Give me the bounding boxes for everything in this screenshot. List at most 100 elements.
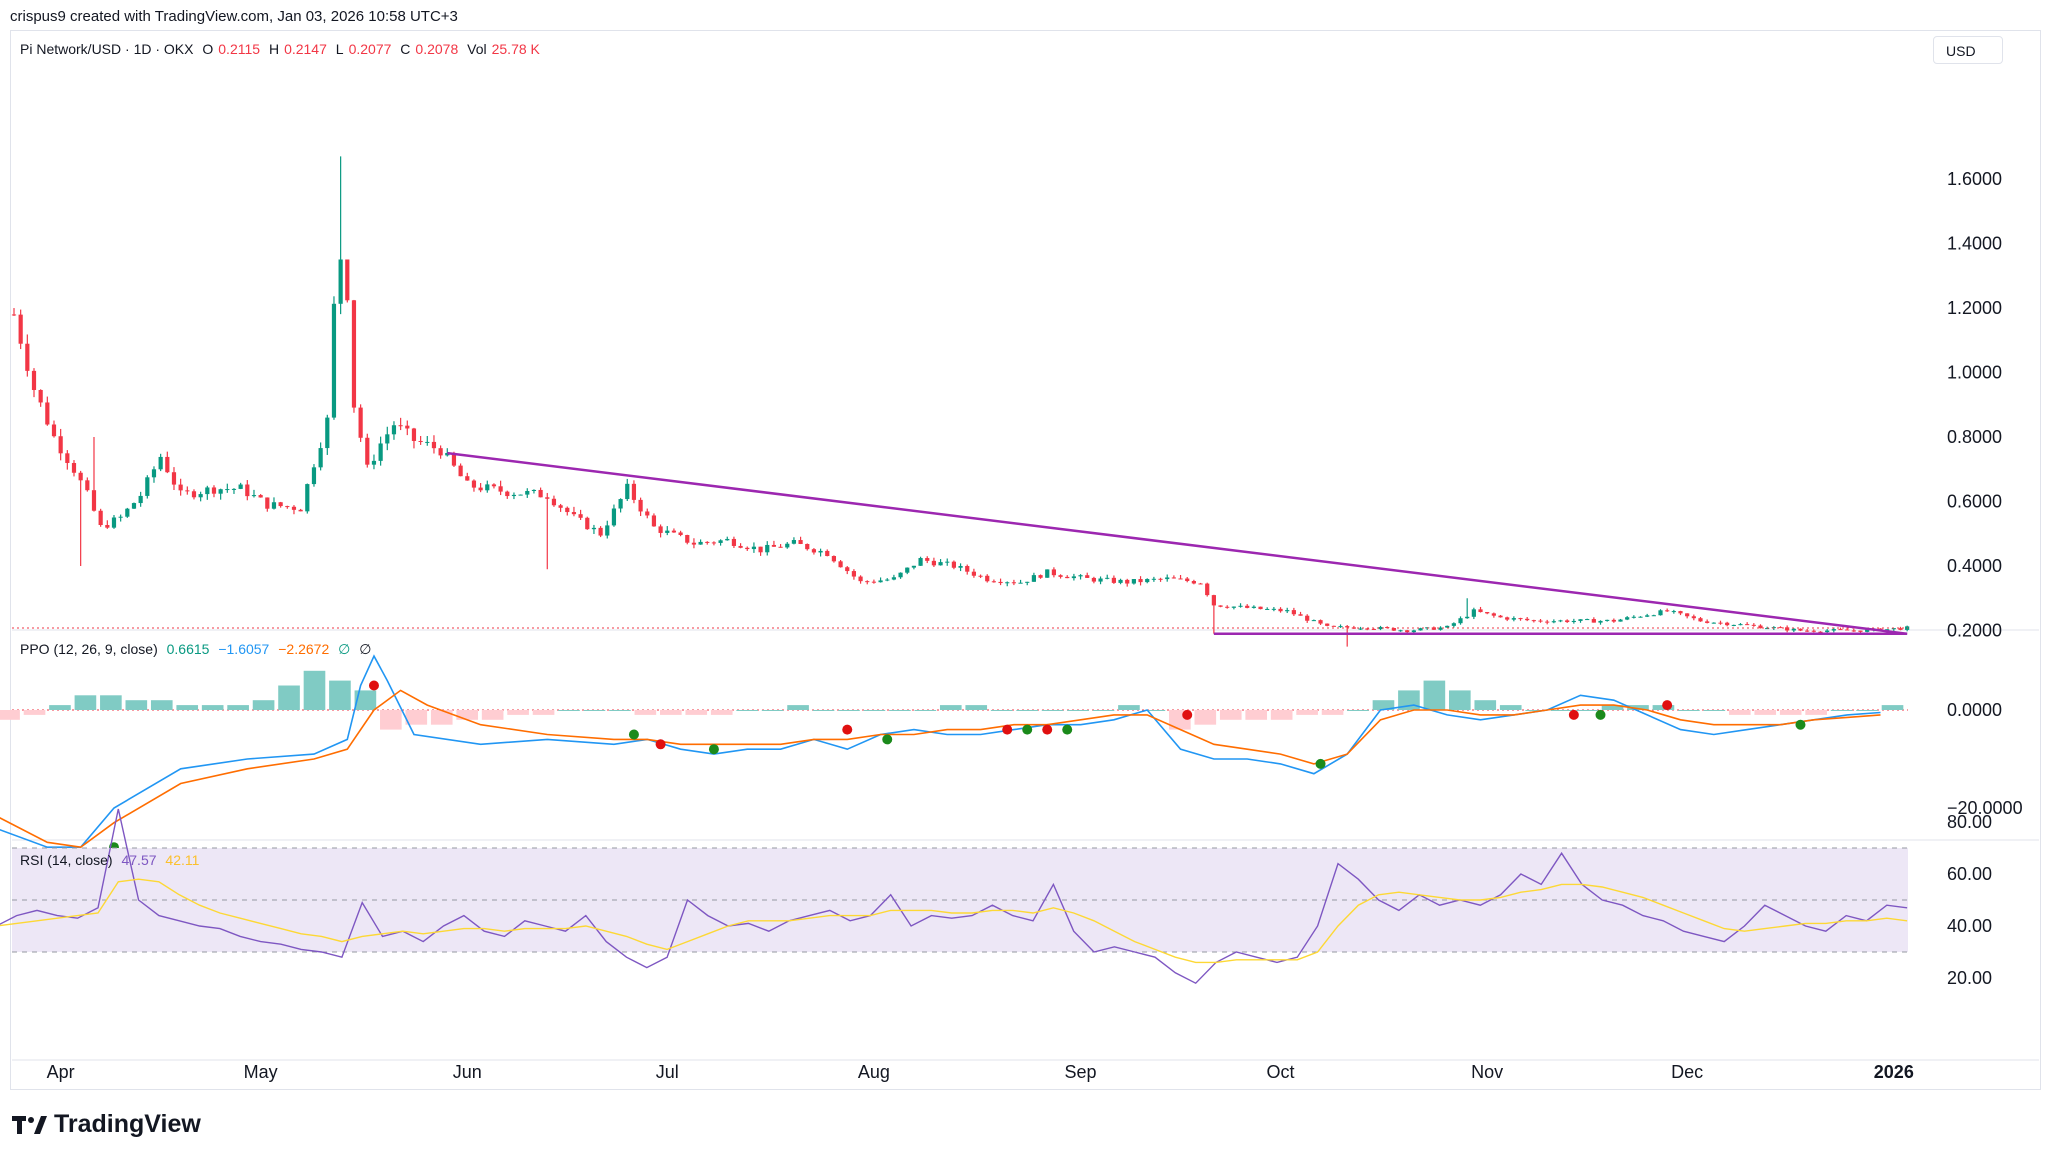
candle-body[interactable] — [205, 487, 210, 495]
candle-body[interactable] — [565, 507, 570, 513]
candle-body[interactable] — [345, 259, 350, 301]
candle-body[interactable] — [971, 571, 977, 576]
candle-body[interactable] — [465, 476, 470, 481]
candle-body[interactable] — [1645, 615, 1650, 617]
candle-body[interactable] — [898, 572, 903, 578]
candle-body[interactable] — [1165, 577, 1170, 580]
candle-body[interactable] — [831, 556, 837, 562]
candle-body[interactable] — [885, 579, 890, 581]
candle-body[interactable] — [165, 456, 170, 473]
candle-body[interactable] — [805, 544, 810, 550]
candle-body[interactable] — [525, 491, 530, 495]
candle-body[interactable] — [1598, 620, 1603, 623]
candle-body[interactable] — [531, 489, 537, 492]
symbol-label[interactable]: Pi Network/USD · 1D · OKX — [20, 41, 194, 57]
candle-body[interactable] — [505, 491, 510, 497]
candle-body[interactable] — [1805, 630, 1810, 632]
candle-body[interactable] — [25, 343, 30, 371]
candle-body[interactable] — [71, 462, 77, 473]
candle-body[interactable] — [185, 490, 190, 492]
candle-body[interactable] — [865, 581, 870, 583]
candle-body[interactable] — [1698, 618, 1703, 622]
candle-body[interactable] — [745, 547, 750, 550]
candle-body[interactable] — [1051, 569, 1056, 576]
candle-body[interactable] — [1098, 578, 1103, 582]
candle-body[interactable] — [11, 314, 17, 316]
candle-body[interactable] — [1578, 619, 1583, 621]
candle-body[interactable] — [965, 566, 970, 572]
candle-body[interactable] — [65, 453, 70, 463]
candle-body[interactable] — [585, 517, 590, 530]
candle-body[interactable] — [58, 436, 63, 454]
candle-body[interactable] — [1798, 628, 1803, 631]
candle-body[interactable] — [311, 467, 317, 485]
candle-body[interactable] — [285, 506, 290, 508]
candle-body[interactable] — [45, 402, 50, 425]
candle-body[interactable] — [1211, 595, 1216, 606]
candle-body[interactable] — [731, 538, 737, 546]
candle-body[interactable] — [925, 558, 930, 561]
candle-body[interactable] — [378, 443, 383, 461]
candle-body[interactable] — [331, 303, 337, 418]
candle-body[interactable] — [265, 497, 270, 509]
candle-body[interactable] — [858, 576, 863, 582]
candle-body[interactable] — [1485, 612, 1490, 614]
candle-body[interactable] — [1251, 606, 1256, 608]
candle-body[interactable] — [758, 546, 763, 553]
candle-body[interactable] — [558, 505, 563, 508]
candle-body[interactable] — [798, 540, 803, 545]
candle-body[interactable] — [738, 545, 743, 548]
candle-body[interactable] — [1498, 615, 1503, 618]
candle-body[interactable] — [931, 560, 937, 566]
candle-body[interactable] — [1705, 621, 1710, 623]
candle-body[interactable] — [271, 502, 277, 509]
candle-body[interactable] — [1138, 579, 1143, 583]
candle-body[interactable] — [1471, 609, 1476, 617]
candle-body[interactable] — [1218, 605, 1223, 607]
candle-body[interactable] — [131, 503, 137, 509]
candle-body[interactable] — [1178, 578, 1183, 580]
candle-body[interactable] — [1511, 618, 1516, 620]
candle-body[interactable] — [431, 441, 437, 449]
candle-body[interactable] — [1198, 583, 1203, 585]
candle-body[interactable] — [1638, 616, 1643, 618]
candle-body[interactable] — [905, 567, 910, 573]
candle-body[interactable] — [425, 441, 430, 443]
candle-body[interactable] — [1505, 617, 1510, 620]
candle-body[interactable] — [1825, 630, 1830, 633]
candle-body[interactable] — [1545, 621, 1550, 623]
candle-body[interactable] — [158, 456, 163, 470]
candle-body[interactable] — [605, 525, 610, 536]
candle-body[interactable] — [1858, 630, 1863, 632]
candle-body[interactable] — [1111, 577, 1116, 583]
candle-body[interactable] — [1778, 627, 1783, 629]
candle-body[interactable] — [251, 495, 257, 497]
candle-body[interactable] — [1438, 627, 1443, 630]
candle-body[interactable] — [398, 425, 403, 427]
candle-body[interactable] — [1291, 610, 1296, 615]
candle-body[interactable] — [1518, 618, 1523, 620]
candle-body[interactable] — [1618, 619, 1623, 622]
candle-body[interactable] — [1691, 616, 1696, 619]
candle-body[interactable] — [1285, 610, 1290, 612]
candle-body[interactable] — [651, 515, 657, 527]
candle-body[interactable] — [845, 567, 850, 572]
candle-body[interactable] — [1331, 625, 1336, 627]
candle-body[interactable] — [825, 550, 830, 557]
candle-body[interactable] — [18, 314, 23, 344]
candle-body[interactable] — [1371, 628, 1376, 630]
candle-body[interactable] — [1791, 628, 1796, 631]
candle-body[interactable] — [151, 469, 157, 478]
candle-body[interactable] — [1531, 620, 1536, 622]
candle-body[interactable] — [1091, 577, 1096, 582]
candle-body[interactable] — [1611, 619, 1616, 622]
candle-body[interactable] — [78, 472, 83, 481]
candle-body[interactable] — [1685, 613, 1690, 617]
candle-body[interactable] — [1718, 622, 1723, 624]
candle-body[interactable] — [1045, 569, 1050, 578]
candle-body[interactable] — [198, 494, 203, 498]
candle-body[interactable] — [325, 417, 330, 449]
candle-body[interactable] — [338, 259, 343, 304]
candle-body[interactable] — [571, 512, 577, 515]
candle-body[interactable] — [491, 484, 497, 487]
